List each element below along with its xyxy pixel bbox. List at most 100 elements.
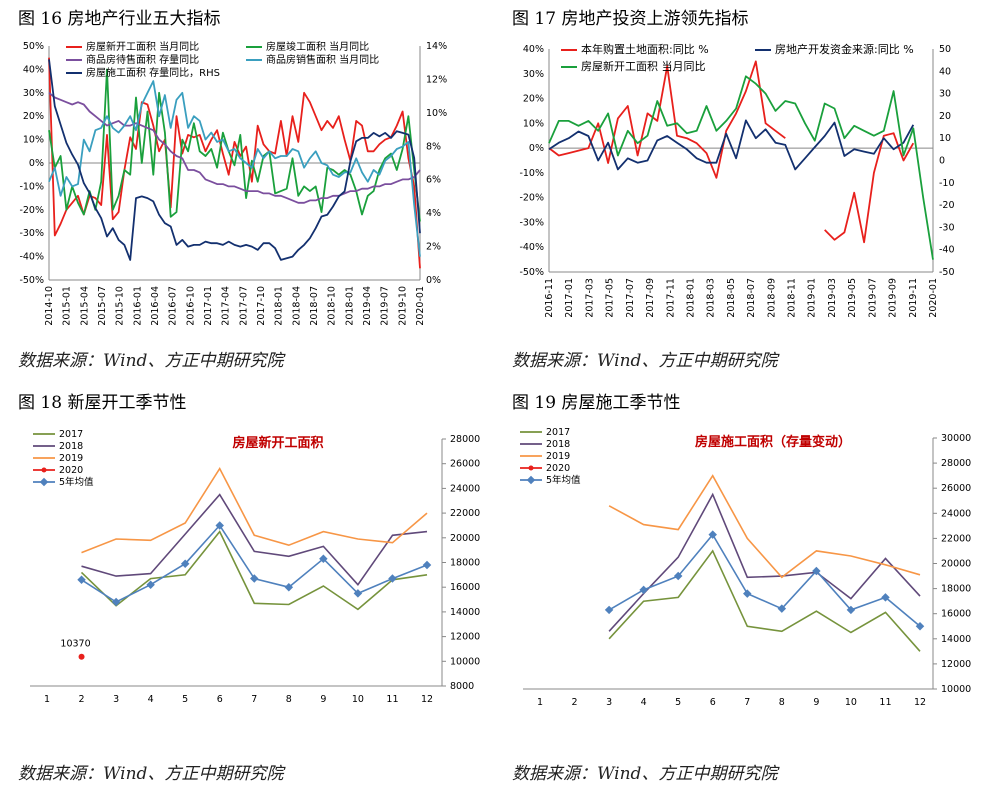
c18-avg-marker bbox=[180, 559, 190, 568]
c17-x-tick: 2017-01 bbox=[564, 278, 575, 318]
c18-series-4-line bbox=[81, 524, 428, 603]
c18-x-tick: 3 bbox=[113, 694, 119, 705]
c19-x-tick: 4 bbox=[641, 697, 647, 708]
figure-19-source: 数据来源：Wind、方正中期研究院 bbox=[512, 764, 778, 784]
c17-x-tick: 2019-07 bbox=[867, 278, 878, 318]
c17-legend-label: 房屋新开工面积 当月同比 bbox=[581, 59, 706, 73]
c18-x-tick: 6 bbox=[217, 694, 223, 705]
c17-y-right-tick: -20 bbox=[939, 200, 955, 211]
c18-x-tick: 12 bbox=[421, 694, 433, 705]
c19-x-tick: 8 bbox=[779, 697, 785, 708]
chart-19: 10000 12000 14000 16000 18000 20000 22000 24000… bbox=[520, 427, 971, 708]
c18-y-tick: 22000 bbox=[450, 508, 480, 519]
c19-legend-label: 2017 bbox=[546, 427, 570, 438]
c17-y-right-tick: 0 bbox=[939, 156, 945, 167]
c16-x-tick: 2018-07 bbox=[309, 286, 320, 326]
c17-y-right-tick: 40 bbox=[939, 66, 951, 77]
c19-series-1-line bbox=[608, 492, 921, 632]
c19-y-tick: 10000 bbox=[941, 684, 971, 695]
c19-y-tick: 22000 bbox=[941, 533, 971, 544]
c17-y-right-tick: -10 bbox=[939, 178, 955, 189]
c16-y-left-tick: -40% bbox=[19, 252, 44, 263]
figure-18-title: 图 18 新屋开工季节性 bbox=[18, 393, 187, 413]
c18-legend-label: 2020 bbox=[59, 465, 83, 476]
c18-x-tick: 1 bbox=[44, 694, 50, 705]
c18-avg-marker bbox=[250, 574, 259, 583]
c16-y-right-tick: 2% bbox=[426, 242, 441, 253]
c16-legend-label: 房屋竣工面积 当月同比 bbox=[266, 40, 369, 53]
c18-2020-point bbox=[78, 653, 85, 660]
c16-x-tick: 2016-10 bbox=[185, 286, 196, 326]
c18-avg-marker bbox=[284, 582, 294, 592]
c17-y-right-tick: -40 bbox=[939, 245, 955, 256]
c16-x-tick: 2014-10 bbox=[44, 286, 55, 326]
c17-legend-label: 本年购置土地面积:同比 % bbox=[581, 42, 709, 56]
c17-x-tick: 2019-01 bbox=[807, 278, 818, 318]
c18-y-tick: 10000 bbox=[450, 656, 480, 667]
c17-y-right-tick: 30 bbox=[939, 89, 951, 100]
c16-x-tick: 2018-10 bbox=[327, 286, 338, 326]
c17-x-tick: 2017-11 bbox=[665, 278, 676, 318]
c16-y-left-tick: 50% bbox=[23, 41, 44, 52]
c17-y-left-tick: 10% bbox=[523, 118, 544, 129]
c18-y-tick: 20000 bbox=[450, 533, 480, 544]
c16-y-left-tick: 0% bbox=[29, 158, 44, 169]
c16-x-tick: 2015-04 bbox=[79, 286, 90, 326]
c19-y-tick: 26000 bbox=[941, 483, 971, 494]
c17-series-1-line bbox=[548, 119, 915, 171]
c18-y-tick: 28000 bbox=[450, 434, 480, 445]
c17-y-left-tick: 20% bbox=[523, 94, 544, 105]
c19-y-tick: 18000 bbox=[941, 584, 971, 595]
c17-y-left-tick: -20% bbox=[519, 193, 544, 204]
c18-avg-marker bbox=[422, 560, 432, 570]
c19-legend-label: 2020 bbox=[546, 463, 570, 474]
c18-x-tick: 8 bbox=[286, 694, 292, 705]
c19-y-tick: 28000 bbox=[941, 458, 971, 469]
c16-x-tick: 2016-07 bbox=[168, 286, 179, 326]
c18-avg-marker bbox=[388, 574, 397, 583]
c17-y-right-tick: 20 bbox=[939, 111, 951, 122]
c16-x-tick: 2016-04 bbox=[150, 286, 161, 326]
c16-series-1-line bbox=[48, 68, 421, 222]
c19-legend-label: 2018 bbox=[546, 439, 570, 450]
c16-x-tick: 2017-01 bbox=[203, 286, 214, 326]
c19-avg-marker bbox=[881, 593, 890, 602]
c18-x-tick: 11 bbox=[386, 694, 398, 705]
c19-x-tick: 12 bbox=[914, 697, 926, 708]
c18-x-tick: 9 bbox=[320, 694, 326, 705]
c17-legend-label: 房地产开发资金来源:同比 % bbox=[775, 42, 914, 56]
c19-x-tick: 5 bbox=[675, 697, 681, 708]
c18-avg-marker bbox=[77, 575, 86, 585]
figure-18-source: 数据来源：Wind、方正中期研究院 bbox=[18, 764, 284, 784]
c17-x-tick: 2016-11 bbox=[544, 278, 555, 318]
c17-x-tick: 2017-07 bbox=[625, 278, 636, 318]
c16-legend-label: 房屋施工面积 存量同比，RHS bbox=[86, 66, 220, 79]
c19-x-tick: 1 bbox=[537, 697, 543, 708]
c19-y-tick: 20000 bbox=[941, 559, 971, 570]
c18-legend-label: 2019 bbox=[59, 453, 83, 464]
c18-series-2-line bbox=[81, 466, 428, 554]
c17-x-tick: 2018-11 bbox=[787, 278, 798, 318]
c16-x-tick: 2015-07 bbox=[97, 286, 108, 326]
c19-series-0-line bbox=[608, 549, 921, 652]
c18-x-tick: 10 bbox=[352, 694, 364, 705]
figure-17-title: 图 17 房地产投资上游领先指标 bbox=[512, 9, 749, 29]
c18-chart-title: 房屋新开工面积 bbox=[232, 435, 323, 451]
c16-x-tick: 2018-01 bbox=[344, 286, 355, 326]
c18-y-tick: 14000 bbox=[450, 607, 480, 618]
c16-y-left-tick: 30% bbox=[23, 88, 44, 99]
c17-x-tick: 2018-01 bbox=[685, 278, 696, 318]
c19-series-2-line bbox=[608, 474, 921, 579]
c16-y-right-tick: 6% bbox=[426, 175, 441, 186]
c16-y-left-tick: 40% bbox=[23, 64, 44, 75]
c16-x-tick: 2017-07 bbox=[238, 286, 249, 326]
c16-x-tick: 2019-04 bbox=[362, 286, 373, 326]
c16-series-4-line bbox=[48, 59, 421, 261]
c16-y-right-tick: 10% bbox=[426, 108, 447, 119]
c16-y-right-tick: 0% bbox=[426, 275, 441, 286]
c17-y-left-tick: -10% bbox=[519, 168, 544, 179]
c17-y-left-tick: 30% bbox=[523, 69, 544, 80]
c19-x-tick: 3 bbox=[606, 697, 612, 708]
chart-16: -50%-40%-30%-20%-10%0%10%20%30%40%50%0%2… bbox=[19, 40, 447, 326]
c18-x-tick: 4 bbox=[148, 694, 154, 705]
